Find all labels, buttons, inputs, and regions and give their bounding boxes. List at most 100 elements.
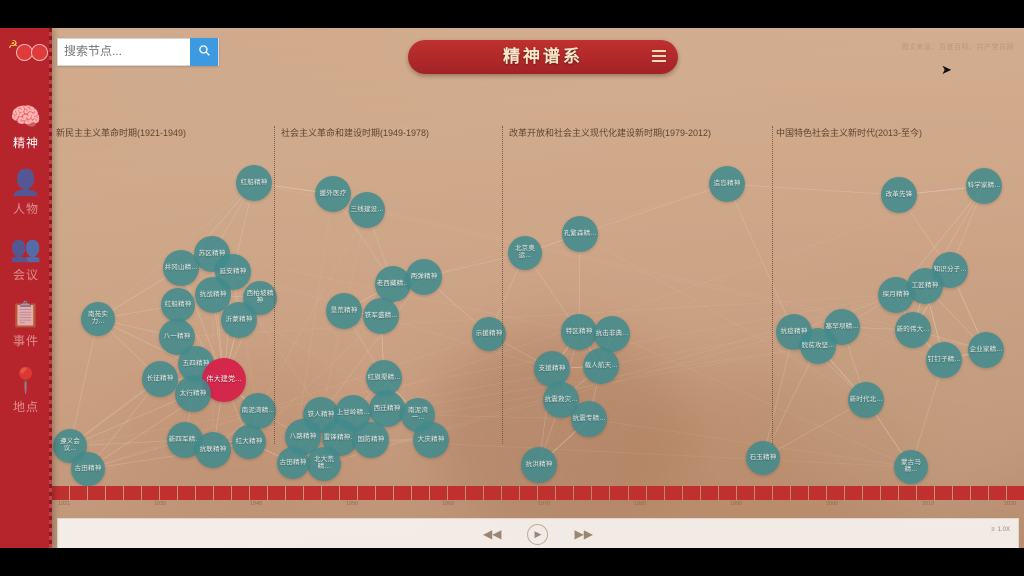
timeline-tick[interactable] xyxy=(988,486,1006,500)
graph-node[interactable]: 造岛精神 xyxy=(709,166,745,202)
play-icon[interactable]: ▶ xyxy=(527,523,549,545)
timeline-tick[interactable] xyxy=(466,486,484,500)
graph-node[interactable]: 特区精神 xyxy=(561,314,597,350)
graph-node[interactable]: 红船精神 xyxy=(161,288,195,322)
sidebar-item-2[interactable]: 👤 人物 xyxy=(0,166,52,228)
timeline-tick[interactable] xyxy=(448,486,466,500)
graph-node[interactable]: 两弹精神 xyxy=(406,259,442,295)
graph-node[interactable]: 钉钉子精... xyxy=(926,342,962,378)
timeline-tick[interactable] xyxy=(754,486,772,500)
timeline-tick[interactable] xyxy=(232,486,250,500)
timeline-ticks[interactable] xyxy=(52,486,1024,500)
timeline-tick[interactable] xyxy=(826,486,844,500)
timeline-tick[interactable] xyxy=(52,486,70,500)
timeline-tick[interactable] xyxy=(556,486,574,500)
graph-node[interactable]: 蒙古马精... xyxy=(894,450,928,484)
graph-node[interactable]: 沂蒙精神 xyxy=(221,302,257,338)
graph-node[interactable]: 古田精神 xyxy=(71,452,105,486)
timeline-tick[interactable] xyxy=(412,486,430,500)
timeline-tick[interactable] xyxy=(88,486,106,500)
timeline-tick[interactable] xyxy=(844,486,862,500)
graph-node[interactable]: 新时代北... xyxy=(848,382,884,418)
timeline-tick[interactable] xyxy=(790,486,808,500)
graph-node[interactable]: 北大荒精... xyxy=(307,447,341,481)
timeline-tick[interactable] xyxy=(142,486,160,500)
graph-node[interactable]: 探月精神 xyxy=(878,277,914,313)
knowledge-graph[interactable]: 红船精神 苏区精神 延安精神 井冈山精... 抗战精神 西柏坡精神 红船精神 沂蒙精神 南苑实力… xyxy=(52,28,1024,548)
graph-node[interactable]: 红大精神 xyxy=(232,425,266,459)
timeline-tick[interactable] xyxy=(646,486,664,500)
graph-node[interactable]: 垦荒精神 xyxy=(326,293,362,329)
fast-forward-icon[interactable]: ▶▶ xyxy=(574,527,593,541)
timeline-tick[interactable] xyxy=(538,486,556,500)
timeline-tick[interactable] xyxy=(376,486,394,500)
timeline-tick[interactable] xyxy=(268,486,286,500)
timeline-tick[interactable] xyxy=(250,486,268,500)
graph-node[interactable]: 抗击非典... xyxy=(594,316,630,352)
graph-node[interactable]: 科学家精... xyxy=(966,168,1002,204)
timeline-tick[interactable] xyxy=(916,486,934,500)
timeline-tick[interactable] xyxy=(772,486,790,500)
timeline-tick[interactable] xyxy=(718,486,736,500)
timeline-tick[interactable] xyxy=(322,486,340,500)
graph-node[interactable]: 井冈山精... xyxy=(163,250,199,286)
graph-node[interactable]: 南泥湾精... xyxy=(240,393,276,429)
sidebar-item-5[interactable]: 📍 地点 xyxy=(0,364,52,426)
sidebar-item-4[interactable]: 📋 事件 xyxy=(0,298,52,360)
graph-node[interactable]: 石玉精神 xyxy=(746,441,780,475)
timeline-tick[interactable] xyxy=(664,486,682,500)
timeline-tick[interactable] xyxy=(880,486,898,500)
timeline-tick[interactable] xyxy=(70,486,88,500)
graph-node[interactable]: 铁军盛精... xyxy=(363,298,399,334)
graph-node[interactable]: 红船精神 xyxy=(236,165,272,201)
sidebar-item-1[interactable]: 🧠 精神 xyxy=(0,100,52,162)
graph-node[interactable]: 新的伟大... xyxy=(895,312,931,348)
graph-node[interactable]: 国防精神 xyxy=(353,422,389,458)
timeline-tick[interactable] xyxy=(286,486,304,500)
timeline-axis[interactable]: 1921 1930 1940 1950 1960 1970 1980 1990 2000 2010… xyxy=(52,486,1024,514)
timeline-tick[interactable] xyxy=(592,486,610,500)
graph-node[interactable]: 三线建设... xyxy=(349,192,385,228)
timeline-tick[interactable] xyxy=(484,486,502,500)
timeline-tick[interactable] xyxy=(160,486,178,500)
timeline-tick[interactable] xyxy=(574,486,592,500)
graph-node[interactable]: 载人航天... xyxy=(583,348,619,384)
graph-node[interactable]: 抗联精神 xyxy=(195,432,231,468)
graph-node[interactable]: 老西藏精... xyxy=(375,266,411,302)
graph-node[interactable]: 太行精神 xyxy=(175,376,211,412)
timeline-tick[interactable] xyxy=(934,486,952,500)
timeline-tick[interactable] xyxy=(520,486,538,500)
graph-node[interactable]: 大庆精神 xyxy=(413,422,449,458)
timeline-tick[interactable] xyxy=(304,486,322,500)
timeline-tick[interactable] xyxy=(898,486,916,500)
graph-node[interactable]: 改革先锋 xyxy=(881,177,917,213)
graph-node[interactable]: 援外医疗 xyxy=(315,176,351,212)
timeline-tick[interactable] xyxy=(808,486,826,500)
timeline-tick[interactable] xyxy=(340,486,358,500)
search-button[interactable] xyxy=(190,38,218,66)
search-input[interactable] xyxy=(58,39,216,63)
graph-node[interactable]: 示援精神 xyxy=(472,317,506,351)
sidebar-item-3[interactable]: 👥 会议 xyxy=(0,232,52,294)
rewind-icon[interactable]: ◀◀ xyxy=(483,527,502,541)
graph-node[interactable]: 抗震专精... xyxy=(571,401,607,437)
timeline-tick[interactable] xyxy=(124,486,142,500)
graph-node[interactable]: 孔繁森精... xyxy=(562,216,598,252)
timeline-tick[interactable] xyxy=(970,486,988,500)
timeline-tick[interactable] xyxy=(1006,486,1024,500)
timeline-tick[interactable] xyxy=(106,486,124,500)
graph-node[interactable]: 古田精神 xyxy=(277,447,309,479)
graph-node[interactable]: 企业家精... xyxy=(968,332,1004,368)
timeline-tick[interactable] xyxy=(736,486,754,500)
timeline-tick[interactable] xyxy=(700,486,718,500)
timeline-tick[interactable] xyxy=(628,486,646,500)
timeline-tick[interactable] xyxy=(682,486,700,500)
playback-speed[interactable]: ≡ 1.0X xyxy=(991,526,1010,535)
timeline-tick[interactable] xyxy=(178,486,196,500)
timeline-tick[interactable] xyxy=(394,486,412,500)
timeline-tick[interactable] xyxy=(358,486,376,500)
timeline-tick[interactable] xyxy=(502,486,520,500)
graph-node[interactable]: 南苑实力... xyxy=(81,302,115,336)
graph-node[interactable]: 北京奥运... xyxy=(508,236,542,270)
hamburger-menu-icon[interactable] xyxy=(652,50,666,64)
